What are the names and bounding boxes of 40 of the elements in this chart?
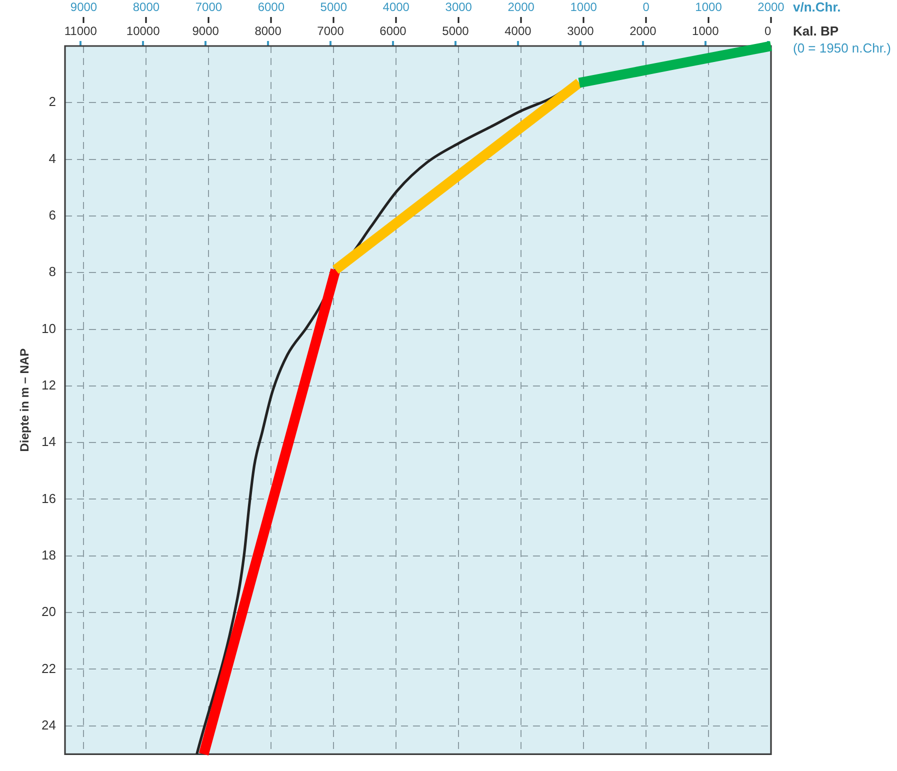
y-tick-label: 24 <box>42 717 56 732</box>
y-tick-label: 8 <box>48 264 56 280</box>
x2-tick-label: 5000 <box>442 24 470 38</box>
y-tick-label: 14 <box>42 434 56 450</box>
x-tick-label: 8000 <box>132 0 160 14</box>
x2-tick-label: 4000 <box>504 24 532 38</box>
x2-tick-label: 3000 <box>567 24 594 38</box>
text: (0 = 1950 n.Chr.) <box>793 40 891 56</box>
x-tick-label: 9000 <box>70 0 98 14</box>
y-tick-label: 10 <box>42 320 56 336</box>
y-tick-label: 4 <box>48 150 56 166</box>
x2-tick-label: 1000 <box>692 24 720 38</box>
x-tick-label: 0 <box>642 0 650 14</box>
y-tick-label: 12 <box>42 378 56 393</box>
y-tick-label: 2 <box>48 94 56 110</box>
y-tick-label: 22 <box>42 660 56 676</box>
x2-tick-label: 0 <box>764 24 772 38</box>
x-tick-label: 7000 <box>195 0 222 14</box>
x-tick-label: 6000 <box>258 0 285 14</box>
y-tick-label: 20 <box>42 604 56 620</box>
x-tick-label: 4000 <box>382 0 410 14</box>
x-tick-label: 1000 <box>695 0 722 14</box>
x2-tick-label: 6000 <box>380 24 407 38</box>
x-tick-label: 3000 <box>445 0 472 14</box>
x2-tick-label: 9000 <box>192 24 220 38</box>
x2-axis-title: Kal. BP <box>793 24 839 39</box>
x2-tick-label: 8000 <box>254 24 282 38</box>
x-tick-label: 5000 <box>320 0 348 14</box>
x2-tick-label: 7000 <box>317 24 344 38</box>
x2-tick-label: 11000 <box>64 24 98 38</box>
y-tick-label: 6 <box>48 208 56 223</box>
x2-tick-label: 2000 <box>630 24 657 38</box>
x2-tick-label: 10000 <box>126 24 160 38</box>
x-tick-label: 2000 <box>508 0 535 14</box>
x-tick-label: 1000 <box>570 0 598 14</box>
y-tick-label: 16 <box>42 490 56 506</box>
x-axis-title: v/n.Chr. <box>793 0 841 15</box>
y-axis-title: Diepte in m – NAP <box>18 348 32 452</box>
y-tick-label: 18 <box>42 547 56 562</box>
x-tick-label: 2000 <box>758 0 785 14</box>
